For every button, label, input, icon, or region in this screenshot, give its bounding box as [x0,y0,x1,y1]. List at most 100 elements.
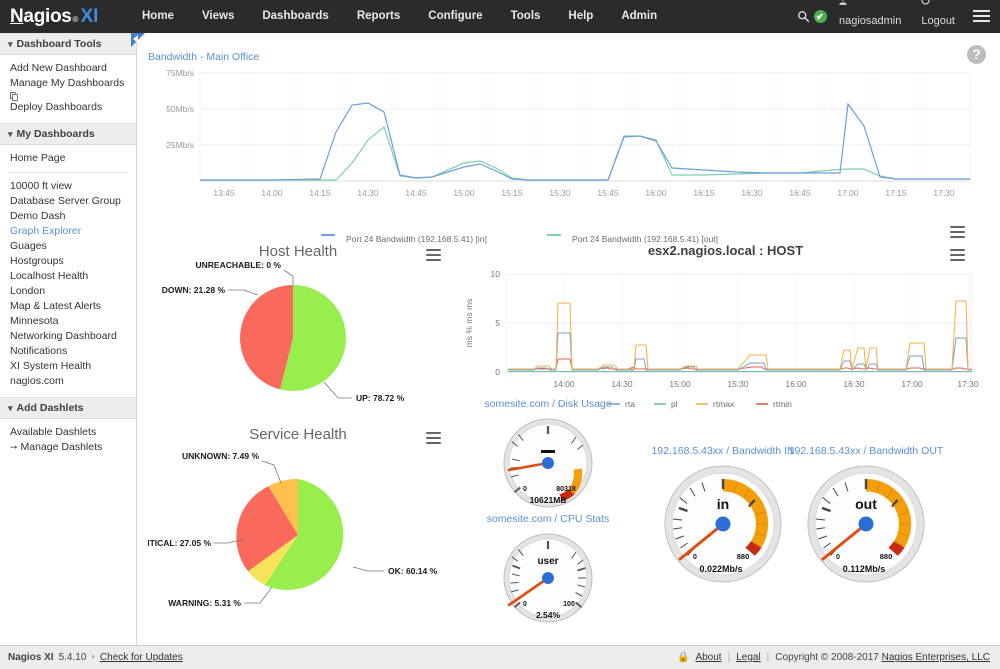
green-check-icon[interactable] [813,10,827,23]
host-health-menu-icon[interactable] [426,249,441,261]
gauge-out-value: 0.112Mb/s [843,564,886,574]
svg-text:15:00: 15:00 [453,188,475,198]
nav-item-tools[interactable]: Tools [510,10,541,22]
footer-dot: • [91,652,95,663]
gauge-bandwidth-in-link[interactable]: 192.168.5.43xx / Bandwidth IN [651,445,795,457]
sidebar-link-localhost-health[interactable]: Localhost Health [10,270,89,282]
svg-text:16:30: 16:30 [741,188,763,198]
brand-logo[interactable]: Nagios ® XI [0,6,128,28]
search-icon[interactable] [797,10,810,23]
host-health-title: Host Health [258,243,338,260]
sidebar: ▾ Dashboard Tools Add New Dashboard Manag… [0,33,137,645]
gauge-bandwidth-out: 192.168.5.43xx / Bandwidth OUT [776,445,956,590]
lock-icon: 🔒 [677,652,690,663]
sidebar-link-deploy-dashboards[interactable]: Deploy Dashboards [0,91,136,115]
footer-divider-1: | [727,652,731,663]
sidebar-link-map-latest-alerts[interactable]: Map & Latest Alerts [10,300,102,312]
sidebar-link-demo-dash[interactable]: Demo Dash [10,210,66,222]
hamburger-icon[interactable] [973,10,990,23]
gauge-disk-usage-link[interactable]: somesite.com / Disk Usage [484,398,612,410]
sidebar-link-manage-dashlets[interactable]: ➞ Manage Dashlets [0,440,136,455]
sidebar-link-label: Deploy Dashboards [10,101,103,113]
svg-text:17:30: 17:30 [957,379,979,389]
copy-icon [10,92,18,101]
esx2-host-title: esx2.nagios.local : HOST [647,243,804,258]
svg-text:UP: 78.72 %: UP: 78.72 % [356,393,405,403]
sidebar-link-xi-system-health[interactable]: XI System Health [10,360,92,372]
nav-item-home[interactable]: Home [142,10,174,22]
user-icon [839,0,847,5]
footer-product: Nagios XI [8,652,54,663]
sidebar-link-notifications[interactable]: Notifications [10,345,68,357]
nav-item-dashboards[interactable]: Dashboards [262,10,329,22]
sidebar-link-hostgroups[interactable]: Hostgroups [10,255,64,267]
nav-item-admin[interactable]: Admin [621,10,658,22]
sidebar-link-available-dashlets[interactable]: Available Dashlets [10,426,97,438]
nav-item-views[interactable]: Views [201,10,235,22]
sidebar-link-database-server-group[interactable]: Database Server Group [10,195,121,207]
legend-label-in: Port 24 Bandwidth (192.168.5.41) [in] [346,234,487,244]
bandwidth-dashlet-title-link[interactable]: Bandwidth - Main Office [148,51,260,63]
gauge-cpu-stats-link[interactable]: somesite.com / CPU Stats [486,513,610,525]
sidebar-link-manage-my-dashboards[interactable]: Manage My Dashboards [10,77,125,89]
svg-text:14:00: 14:00 [553,379,575,389]
footer-version: 5.4.10 [58,652,87,663]
user-menu[interactable]: nagiosadmin [831,0,909,38]
sidebar-link-add-new-dashboard[interactable]: Add New Dashboard [10,62,107,74]
logout-button[interactable]: Logout [913,0,963,38]
gauge-bandwidth-in: 192.168.5.43xx / Bandwidth IN [633,445,813,590]
sidebar-link-minnesota[interactable]: Minnesota [10,315,59,327]
footer-check-updates-link[interactable]: Check for Updates [99,652,183,663]
chevron-down-icon: ▾ [8,39,13,49]
svg-text:16:00: 16:00 [785,379,807,389]
svg-text:rtmax: rtmax [713,399,735,409]
footer: Nagios XI 5.4.10 • Check for Updates 🔒 A… [0,645,1000,669]
svg-text:14:45: 14:45 [405,188,427,198]
nav-item-configure[interactable]: Configure [428,10,483,22]
esx2-host-menu-icon[interactable] [950,249,965,261]
gauge-cpu-stats: somesite.com / CPU Stats [468,513,628,628]
esx2-host-chart: 10 5 0 ms % ms ms 14:00 14:30 15:00 15:30 … [464,269,979,409]
sidebar-section-dashboard-tools[interactable]: ▾ Dashboard Tools [0,33,136,55]
sidebar-section-my-dashboards[interactable]: ▾ My Dashboards [0,123,136,145]
gauge-bandwidth-out-link[interactable]: 192.168.5.43xx / Bandwidth OUT [788,445,944,457]
nav-item-help[interactable]: Help [568,10,594,22]
svg-text:15:15: 15:15 [501,188,523,198]
service-health-menu-icon[interactable] [426,432,441,444]
sidebar-link-10000-ft-view[interactable]: 10000 ft view [10,180,72,192]
bandwidth-dashlet-menu-icon[interactable] [950,226,965,238]
footer-left: Nagios XI 5.4.10 • Check for Updates [0,652,183,663]
gauge-disk-value: 10621MB [530,495,567,505]
footer-about-link[interactable]: About [695,652,722,663]
footer-company-link[interactable]: Nagios Enterprises, LLC [881,652,990,663]
sidebar-section-add-dashlets[interactable]: ▾ Add Dashlets [0,397,136,419]
gauge-disk-usage-dial: 0 80318 10621MB [503,418,593,508]
svg-text:rtmin: rtmin [773,399,792,409]
footer-copyright-text: Copyright © 2008-2017 [775,652,882,663]
sidebar-link-home-page[interactable]: Home Page [10,152,66,164]
chevron-down-icon: ▾ [8,129,13,139]
gauge-in-value: 0.022Mb/s [699,564,742,574]
footer-legal-link[interactable]: Legal [736,652,761,663]
gauge-disk-min: 0 [523,486,527,493]
svg-text:17:00: 17:00 [837,188,859,198]
sidebar-link-graph-explorer[interactable]: Graph Explorer [10,225,82,237]
svg-text:50Mb/s: 50Mb/s [166,104,194,114]
nav-item-reports[interactable]: Reports [356,10,401,22]
gauge-out-max: 880 [880,552,893,561]
sidebar-link-guages[interactable]: Guages [10,240,47,252]
sidebar-link-networking-dashboard[interactable]: Networking Dashboard [10,330,117,342]
main-content: ? Bandwidth - Main Office [138,33,1000,645]
svg-text:15:30: 15:30 [727,379,749,389]
svg-text:14:15: 14:15 [309,188,331,198]
host-health-dashlet: Host Health UNREACHABLE: 0 % DOWN: 21.28… [148,243,448,420]
bandwidth-dashlet: Bandwidth - Main Office 75Mb/s [138,33,988,244]
sidebar-link-nagios-com[interactable]: nagios.com [10,375,64,387]
sidebar-link-london[interactable]: London [10,285,46,297]
sidebar-section-title: My Dashboards [16,128,95,140]
question-mark-icon[interactable]: ? [967,45,986,64]
svg-text:25Mb/s: 25Mb/s [166,140,194,150]
bandwidth-legend: Port 24 Bandwidth (192.168.5.41) [in] [346,233,487,245]
gauge-out-min: 0 [836,554,840,561]
gauge-cpu-stats-dial: user 0 100 2.54% [503,533,593,623]
